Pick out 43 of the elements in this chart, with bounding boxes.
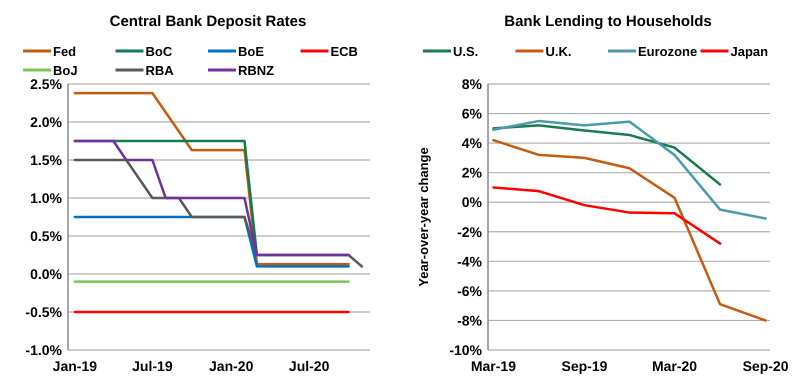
legend-label: Eurozone (638, 44, 698, 59)
legend-label: U.K. (546, 44, 572, 59)
legend-label: BoC (146, 44, 173, 59)
y-tick-label: -4% (457, 253, 483, 270)
y-tick-label: 2% (462, 164, 483, 181)
y-tick-label: 0.0% (30, 266, 63, 282)
x-tick-label: Jan-20 (209, 358, 254, 374)
legend-label: ECB (330, 44, 358, 59)
line-series (492, 186, 722, 245)
y-tick-label: 1.0% (30, 190, 63, 206)
y-tick-label: 0.5% (30, 228, 63, 244)
y-tick-label: -8% (457, 312, 483, 328)
y-tick-label: -6% (457, 282, 483, 299)
y-tick-label: -0.5% (25, 304, 63, 320)
legend-label: RBNZ (238, 63, 274, 78)
legend-label: Fed (53, 44, 76, 59)
y-tick-label: -10% (449, 342, 483, 358)
y-axis-title: Year-over-year change (416, 147, 431, 287)
legend-label: BoE (238, 44, 264, 59)
x-tick-label: Mar-19 (470, 358, 516, 374)
y-tick-label: 8% (462, 76, 483, 92)
x-tick-label: Jul-19 (132, 358, 173, 374)
y-tick-label: 1.5% (30, 152, 63, 168)
chart-title: Central Bank Deposit Rates (110, 13, 306, 30)
y-tick-label: -1.0% (25, 342, 63, 358)
x-tick-label: Mar-20 (652, 358, 698, 374)
x-tick-label: Jul-20 (288, 358, 330, 374)
legend-label: BoJ (53, 63, 78, 78)
y-tick-label: 4% (462, 135, 483, 152)
legend-label: Japan (730, 44, 768, 59)
y-tick-label: 6% (462, 106, 483, 122)
line-series (492, 138, 767, 322)
y-tick-label: 2.0% (30, 114, 63, 130)
legend-label: U.S. (453, 44, 478, 59)
line-series (492, 120, 767, 220)
chart-title: Bank Lending to Households (504, 13, 712, 30)
x-tick-label: Sep-20 (742, 358, 789, 374)
y-tick-label: 2.5% (30, 76, 63, 92)
y-tick-label: 0% (462, 194, 483, 210)
x-tick-label: Jan-19 (52, 358, 98, 374)
legend-label: RBA (146, 63, 174, 78)
x-tick-label: Sep-19 (562, 358, 608, 374)
y-tick-label: -2% (457, 224, 483, 240)
